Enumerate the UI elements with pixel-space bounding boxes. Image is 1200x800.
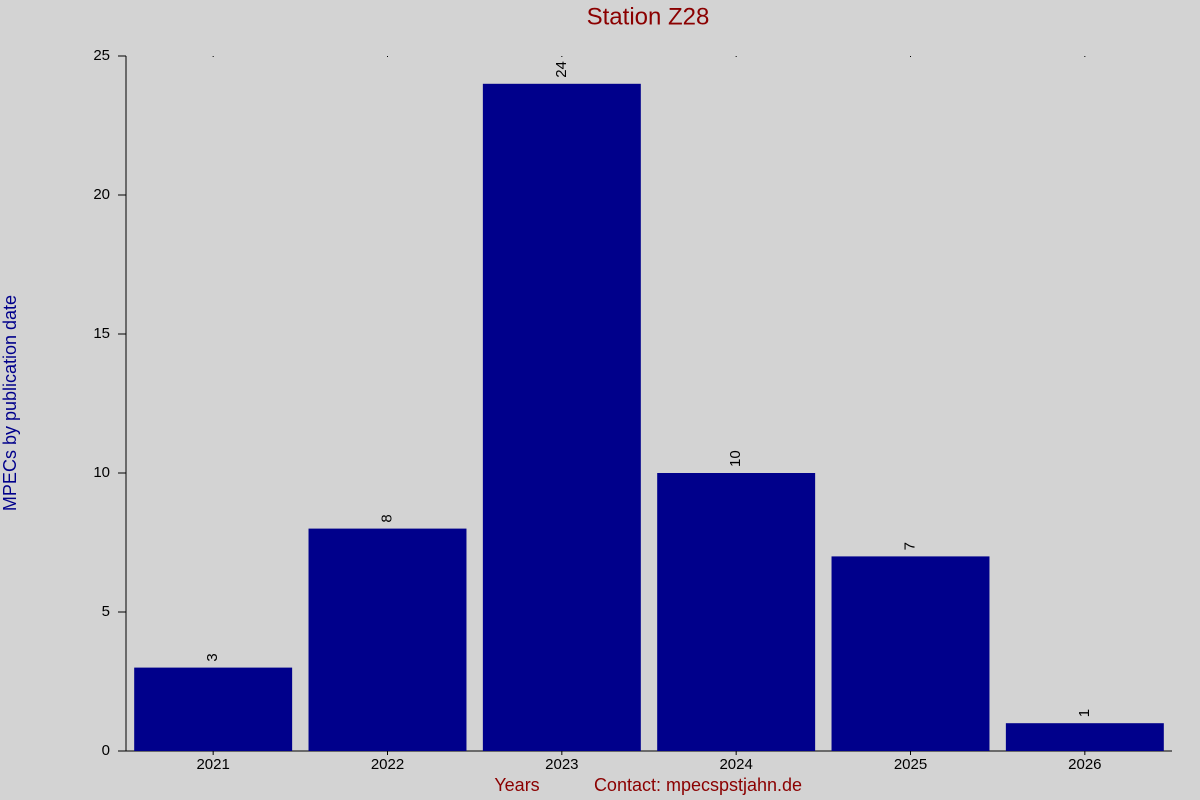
bar — [308, 528, 467, 751]
bar — [657, 473, 816, 751]
y-tick-label: 15 — [93, 325, 110, 342]
y-tick-label: 20 — [93, 186, 110, 203]
data-label: 1 — [1076, 709, 1093, 717]
x-tick-label: 2023 — [545, 756, 578, 773]
x-tick-label: 2025 — [894, 756, 927, 773]
bar — [831, 556, 990, 751]
bar — [134, 667, 293, 751]
chart-title: Station Z28 — [587, 3, 710, 30]
data-label: 7 — [901, 542, 918, 550]
contact-note: Contact: mpecspstjahn.de — [594, 775, 802, 795]
x-tick-label: 2026 — [1068, 756, 1101, 773]
y-tick-label: 0 — [102, 742, 110, 759]
x-tick-label: 2021 — [196, 756, 229, 773]
y-tick-label: 5 — [102, 603, 110, 620]
data-label: 3 — [204, 653, 221, 661]
x-axis-label: Years — [494, 775, 539, 795]
data-label: 10 — [727, 450, 744, 467]
data-label: 24 — [553, 61, 570, 78]
x-tick-label: 2022 — [371, 756, 404, 773]
y-axis-label: MPECs by publication date — [0, 295, 20, 511]
y-tick-label: 25 — [93, 47, 110, 64]
data-label: 8 — [378, 514, 395, 522]
y-tick-label: 10 — [93, 464, 110, 481]
x-tick-label: 2024 — [719, 756, 752, 773]
bar — [482, 83, 641, 752]
bar — [1005, 723, 1164, 751]
